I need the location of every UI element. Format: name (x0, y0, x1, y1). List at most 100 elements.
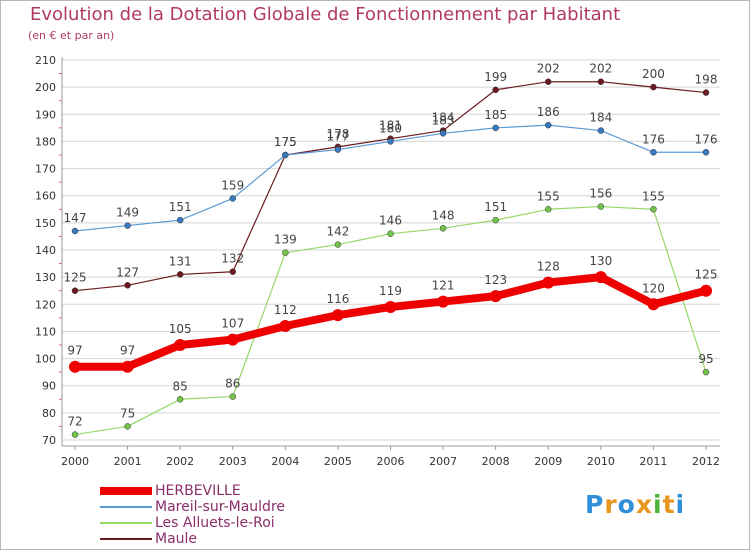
series-maule: 125 127 131 132 175 178 181 184 199 202 202 200 198 (64, 62, 718, 294)
data-point (124, 282, 131, 289)
x-tick-label: 2004 (271, 455, 299, 468)
data-label: 200 (642, 67, 665, 81)
data-point (650, 149, 657, 156)
data-label: 120 (642, 281, 665, 295)
data-point (597, 203, 605, 210)
data-label: 151 (169, 200, 192, 214)
data-label: 72 (67, 415, 82, 429)
data-point (279, 320, 292, 332)
data-label: 97 (67, 344, 82, 358)
data-label: 148 (432, 208, 455, 222)
y-tick-label: 140 (35, 244, 56, 257)
data-point (702, 368, 710, 376)
data-label: 85 (173, 379, 188, 393)
legend-item-herbeville: HERBEVILLE (100, 483, 241, 499)
data-point (334, 146, 342, 153)
data-label: 105 (169, 322, 192, 336)
data-point (492, 86, 499, 94)
x-tick-label: 2000 (61, 455, 89, 468)
series-les-alluets-le-roi: 72 75 85 86 139 142 146 148 151 155 156 155 95 (67, 187, 714, 438)
data-label: 181 (379, 119, 402, 133)
y-tick-label: 100 (35, 353, 56, 366)
data-label: 176 (695, 132, 718, 146)
data-point (229, 268, 236, 275)
legend-swatch (100, 522, 152, 524)
x-tick-label: 2001 (114, 455, 142, 468)
data-label: 112 (274, 303, 297, 317)
data-point (176, 216, 184, 224)
x-tick-label: 2010 (587, 455, 615, 468)
x-tick-label: 2008 (482, 455, 510, 468)
data-label: 155 (642, 189, 665, 203)
data-label: 125 (64, 271, 87, 285)
data-label: 127 (116, 265, 139, 279)
data-label: 147 (64, 211, 87, 225)
y-tick-label: 160 (35, 190, 56, 203)
data-point (331, 309, 344, 322)
data-point (174, 339, 187, 351)
x-tick-label: 2011 (639, 455, 667, 468)
data-label: 95 (698, 352, 713, 366)
data-label: 176 (642, 132, 665, 146)
data-point (437, 295, 450, 308)
chart-title: Evolution de la Dotation Globale de Fonc… (30, 4, 621, 25)
data-label: 184 (589, 111, 612, 125)
data-point (650, 83, 657, 91)
x-tick-label: 2002 (166, 455, 194, 468)
data-label: 128 (537, 260, 560, 274)
data-label: 123 (484, 273, 507, 287)
data-point (334, 241, 342, 248)
data-point (650, 206, 657, 213)
y-tick-label: 110 (35, 325, 56, 338)
data-label: 130 (589, 254, 612, 268)
data-label: 185 (484, 108, 507, 122)
y-tick-label: 210 (35, 54, 56, 67)
data-point (226, 333, 239, 346)
data-label: 131 (169, 254, 192, 268)
proxiti-logo: Proxiti (585, 490, 686, 519)
legend-label: HERBEVILLE (155, 483, 241, 499)
data-label: 177 (326, 130, 349, 144)
legend-label: Les Alluets-le-Roi (155, 515, 275, 531)
y-tick-label: 170 (35, 163, 56, 176)
data-label: 159 (221, 178, 244, 192)
data-point (229, 195, 236, 202)
data-label: 202 (589, 62, 612, 76)
data-label: 175 (274, 135, 297, 149)
data-point (597, 78, 605, 85)
legend-swatch (100, 538, 152, 540)
x-tick-label: 2007 (429, 455, 457, 468)
data-label: 184 (432, 111, 455, 125)
data-label: 186 (537, 105, 560, 119)
data-label: 142 (326, 225, 349, 239)
data-point (176, 271, 184, 278)
data-label: 86 (225, 377, 240, 391)
data-point (229, 393, 236, 400)
data-point (700, 284, 712, 297)
data-label: 75 (120, 406, 135, 420)
data-label: 198 (695, 73, 718, 87)
series-herbeville: 97 97 105 107 112 116 119 121 123 128 130 120 125 (67, 254, 717, 373)
data-label: 107 (221, 317, 244, 331)
data-label: 119 (379, 284, 402, 298)
data-label: 125 (695, 268, 718, 282)
x-tick-label: 2006 (377, 455, 405, 468)
data-label: 175 (274, 135, 297, 149)
data-point (545, 206, 552, 213)
legend-item-maule: Maule (100, 531, 197, 547)
data-point (702, 149, 710, 156)
data-point (439, 225, 447, 232)
data-label: 97 (120, 344, 135, 358)
chart-subtitle: (en € et par an) (28, 29, 115, 42)
y-tick-label: 200 (35, 81, 56, 94)
data-point (282, 249, 289, 256)
data-label: 202 (537, 62, 560, 76)
data-point (121, 360, 134, 373)
y-tick-label: 150 (35, 217, 56, 230)
y-tick-label: 120 (35, 298, 56, 311)
x-tick-label: 2009 (534, 455, 562, 468)
data-label: 156 (589, 187, 612, 201)
data-point (542, 276, 555, 289)
